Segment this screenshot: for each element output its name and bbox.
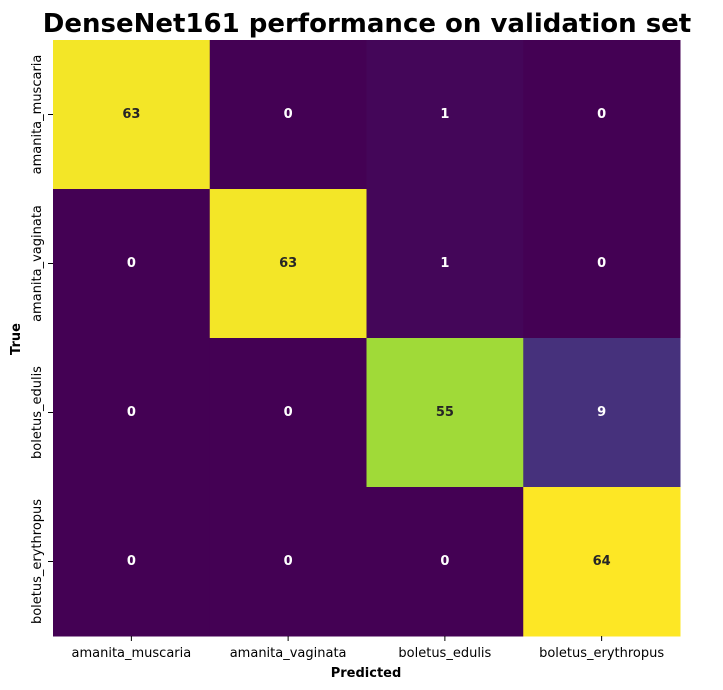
heatmap-cell: [523, 487, 681, 637]
y-tick-label: amanita_vaginata: [30, 205, 45, 322]
heatmap-cell: [523, 40, 681, 190]
heatmap-cell: [209, 189, 367, 339]
cell-value-label: 0: [597, 107, 606, 122]
cell-value-label: 63: [279, 256, 297, 271]
heatmap-cell: [366, 40, 524, 190]
x-tick-label: amanita_muscaria: [72, 646, 192, 661]
heatmap-cell: [53, 338, 211, 488]
heatmap-cell: [209, 487, 367, 637]
cell-value-label: 0: [284, 107, 293, 122]
heatmap-cells: 63 0 1 0 0 63 1 0 0 0 55 9 0 0 0 64: [53, 40, 681, 637]
cell-value-label: 0: [597, 256, 606, 271]
heatmap-cell: [209, 338, 367, 488]
y-tick-label: boletus_edulis: [30, 366, 45, 459]
y-tick-label: boletus_erythropus: [30, 499, 45, 624]
x-tick-label: amanita_vaginata: [230, 646, 347, 661]
y-axis: amanita_muscaria amanita_vaginata boletus_…: [30, 55, 53, 624]
heatmap-cell: [366, 487, 524, 637]
heatmap-cell: [53, 40, 211, 190]
heatmap-cell: [53, 189, 211, 339]
heatmap-cell: [366, 338, 524, 488]
y-axis-label: True: [9, 323, 24, 355]
cell-value-label: 0: [127, 554, 136, 569]
cell-value-label: 0: [284, 405, 293, 420]
x-axis-label: Predicted: [331, 666, 402, 681]
cell-value-label: 0: [127, 256, 136, 271]
heatmap-cell: [523, 189, 681, 339]
x-tick-label: boletus_erythropus: [539, 646, 664, 661]
heatmap-cell: [523, 338, 681, 488]
cell-value-label: 0: [440, 554, 449, 569]
x-axis: amanita_muscaria amanita_vaginata boletus_…: [72, 636, 664, 661]
heatmap-cell: [366, 189, 524, 339]
cell-value-label: 9: [597, 405, 606, 420]
y-tick-label: amanita_muscaria: [30, 55, 45, 175]
cell-value-label: 0: [127, 405, 136, 420]
heatmap-cell: [209, 40, 367, 190]
cell-value-label: 63: [122, 107, 140, 122]
x-tick-label: boletus_edulis: [398, 646, 491, 661]
cell-value-label: 64: [593, 554, 611, 569]
cell-value-label: 1: [440, 107, 449, 122]
cell-value-label: 1: [440, 256, 449, 271]
chart-title: DenseNet161 performance on validation se…: [43, 9, 692, 39]
cell-value-label: 55: [436, 405, 454, 420]
heatmap-cell: [53, 487, 211, 637]
cell-value-label: 0: [284, 554, 293, 569]
